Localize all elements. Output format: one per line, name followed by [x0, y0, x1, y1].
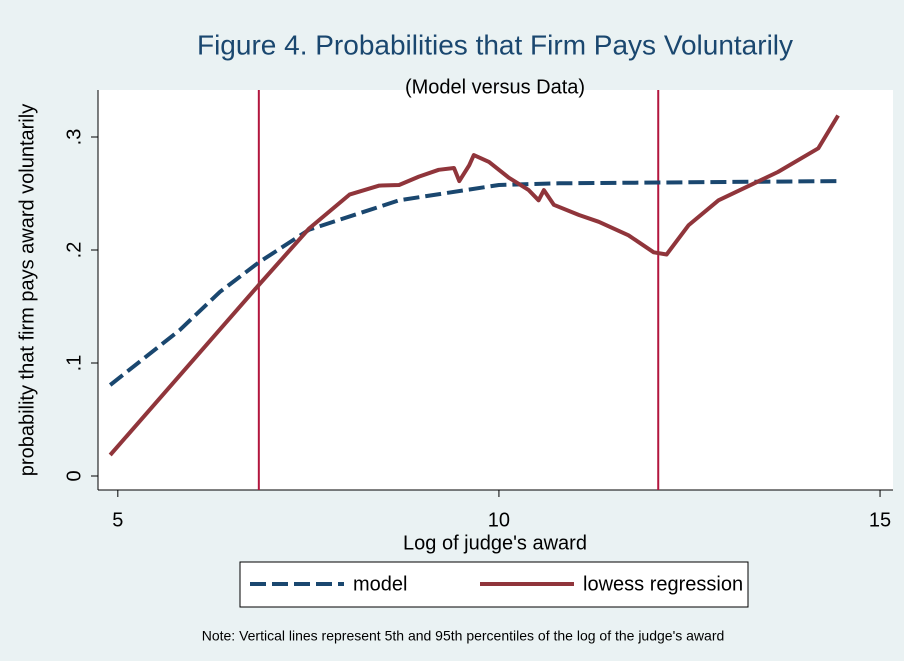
y-axis-label: probability that firm pays award volunta…: [16, 104, 38, 476]
y-tick-label: .1: [63, 355, 85, 372]
legend-label: model: [353, 573, 407, 595]
x-tick-label: 15: [869, 509, 891, 531]
note: Note: Vertical lines represent 5th and 9…: [202, 628, 725, 644]
x-axis-label: Log of judge's award: [403, 532, 587, 554]
plot-area: [98, 90, 893, 490]
x-tick-label: 10: [488, 509, 510, 531]
y-tick-label: 0: [63, 470, 85, 481]
y-tick-label: .2: [63, 242, 85, 259]
series-line: [108, 114, 840, 457]
y-tick-label: .3: [63, 129, 85, 146]
legend-label: lowess regression: [583, 573, 743, 595]
chart-title: Figure 4. Probabilities that Firm Pays V…: [197, 29, 793, 60]
chart-subtitle: (Model versus Data): [405, 76, 585, 98]
x-tick-label: 5: [112, 509, 123, 531]
